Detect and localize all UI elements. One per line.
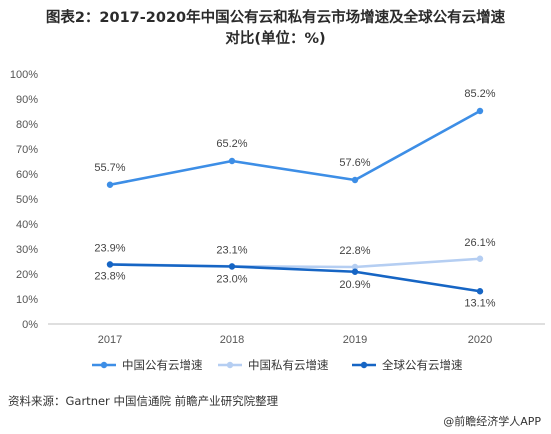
- y-tick-label: 20%: [16, 269, 38, 281]
- x-tick-label: 2019: [343, 334, 367, 346]
- y-tick-label: 10%: [16, 294, 38, 306]
- data-label: 13.1%: [464, 297, 495, 309]
- credit-note: @前瞻经济学人APP: [443, 415, 541, 428]
- legend-label-2: 中国私有云增速: [248, 358, 329, 372]
- data-point: [351, 263, 359, 271]
- chart-title-line-1: 图表2：2017-2020年中国公有云和私有云市场增速及全球公有云增速: [45, 10, 506, 26]
- y-tick-label: 60%: [16, 169, 38, 181]
- data-point: [476, 255, 484, 262]
- y-tick-label: 70%: [16, 144, 38, 156]
- data-point: [476, 288, 484, 295]
- data-label: 65.2%: [216, 138, 247, 150]
- data-point: [228, 263, 236, 270]
- legend-marker-2: [226, 361, 234, 369]
- data-label: 23.0%: [216, 274, 247, 286]
- legend-marker-1: [100, 361, 108, 369]
- data-label: 20.9%: [339, 279, 370, 291]
- y-tick-label: 100%: [10, 69, 38, 81]
- data-point: [106, 181, 114, 188]
- data-point: [106, 261, 114, 268]
- data-label: 23.9%: [94, 242, 125, 254]
- data-point: [476, 107, 484, 115]
- line-chart: 0% 10% 20% 30% 40% 50% 60% 70% 80% 90% 100% 2017 201…: [10, 69, 545, 372]
- x-tick-label: 2020: [468, 334, 492, 346]
- data-label: 55.7%: [94, 162, 125, 174]
- data-label: 22.8%: [339, 245, 370, 257]
- series-line-1: [108, 109, 482, 187]
- data-label: 85.2%: [464, 88, 495, 100]
- data-label: 26.1%: [464, 237, 495, 249]
- legend-label-3: 全球公有云增速: [382, 358, 463, 372]
- y-tick-label: 0%: [22, 319, 38, 331]
- y-tick-label: 80%: [16, 119, 38, 131]
- chart-title: 图表2：2017-2020年中国公有云和私有云市场增速及全球公有云增速 对比(单…: [0, 8, 551, 50]
- series-line-3: [108, 263, 482, 293]
- source-note: 资料来源：Gartner 中国信通院 前瞻产业研究院整理: [8, 394, 279, 408]
- y-tick-label: 90%: [16, 94, 38, 106]
- data-point: [351, 176, 359, 184]
- data-label: 23.8%: [94, 271, 125, 283]
- y-tick-label: 50%: [16, 194, 38, 206]
- data-point: [228, 157, 236, 165]
- data-point: [351, 268, 359, 275]
- x-tick-label: 2018: [220, 334, 244, 346]
- legend-label-1: 中国公有云增速: [122, 358, 203, 372]
- y-tick-label: 30%: [16, 244, 38, 256]
- chart-title-line-2: 对比(单位：%): [225, 31, 326, 47]
- data-label: 57.6%: [339, 157, 370, 169]
- legend-marker-3: [360, 361, 368, 369]
- y-tick-label: 40%: [16, 219, 38, 231]
- data-label: 23.1%: [216, 244, 247, 256]
- x-tick-label: 2017: [98, 334, 122, 346]
